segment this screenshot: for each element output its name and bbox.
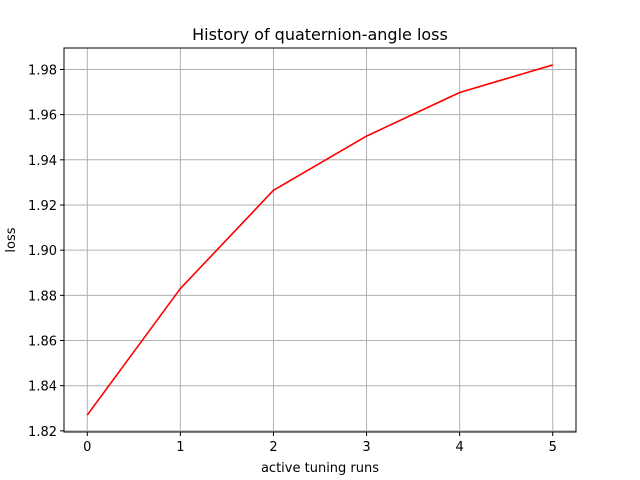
plot-frame [63,47,577,433]
data-point [178,287,182,291]
x-tick-label: 2 [269,440,277,455]
x-tick-label: 5 [549,440,557,455]
y-tick-label: 1.88 [28,289,57,304]
y-tick-label: 1.94 [28,154,57,169]
x-tick-label: 0 [83,440,91,455]
data-point [271,188,275,192]
x-axis-label: active tuning runs [261,461,379,476]
series-layer [85,63,555,417]
x-tick-label: 1 [176,440,184,455]
y-tick-label: 1.90 [28,244,57,259]
y-tick-label: 1.92 [28,199,57,214]
y-tick-label: 1.86 [28,335,57,350]
x-tick-label: 4 [455,440,463,455]
y-tick-label: 1.98 [28,63,57,78]
data-point [365,134,369,138]
data-point [85,413,89,417]
x-axis-ticks: 0 1 2 3 4 5 [83,432,557,455]
chart-title: History of quaternion-angle loss [192,25,448,44]
y-axis-label: loss [4,227,19,252]
y-tick-label: 1.84 [28,380,57,395]
grid-layer [64,48,576,432]
x-tick-label: 3 [362,440,370,455]
series-line [86,64,553,416]
data-point [551,63,555,67]
data-point [458,90,462,94]
y-tick-label: 1.82 [28,425,57,440]
y-axis-ticks: 1.82 1.84 1.86 1.88 1.90 1.92 1.94 1.96 1.98 [28,63,64,440]
y-tick-label: 1.96 [28,109,57,124]
